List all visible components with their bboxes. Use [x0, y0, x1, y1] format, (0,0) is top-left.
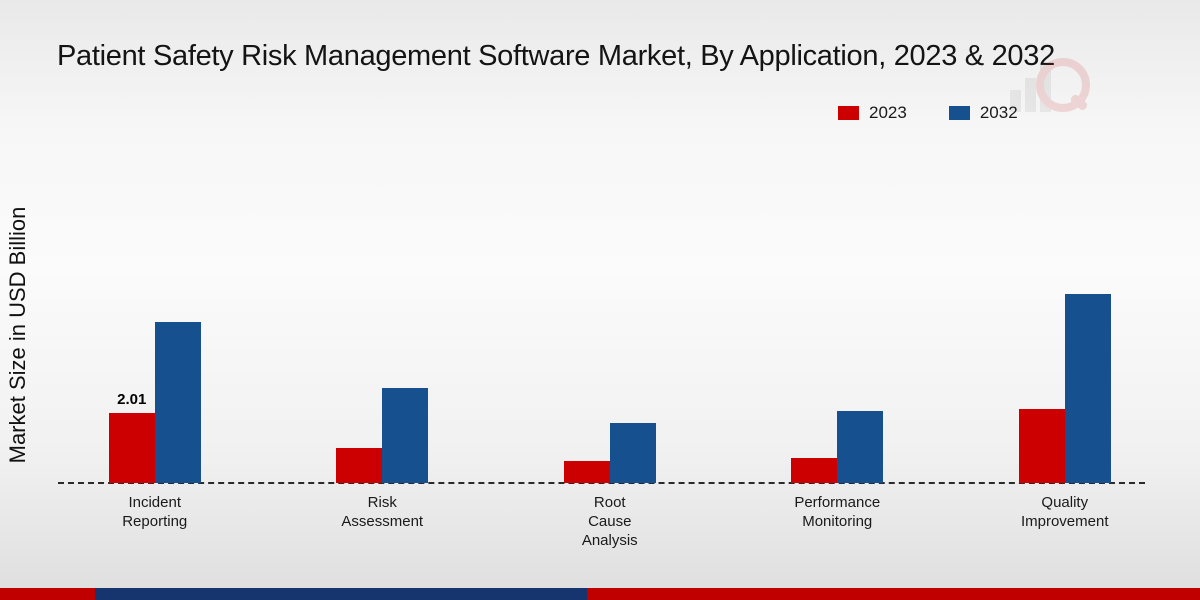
zero-baseline: [58, 482, 1145, 484]
bar-2032-performance-monitoring: [837, 411, 884, 483]
category-label-performance-monitoring: Performance Monitoring: [794, 494, 881, 530]
bar-2032-risk-assessment: [382, 388, 429, 483]
data-label: 2.01: [117, 391, 147, 408]
bar-2023-performance-monitoring: [791, 458, 838, 483]
bar-2032-quality-improvement: [1064, 294, 1111, 483]
watermark-bar-icon: [1025, 78, 1036, 112]
bar-2023-incident-reporting: [108, 413, 155, 483]
legend-swatch-2032: [948, 106, 970, 120]
watermark-magnifier-icon: [1036, 58, 1090, 112]
chart-title: Patient Safety Risk Management Software …: [57, 40, 1055, 72]
legend-item-2023: 2023: [838, 103, 907, 123]
legend-item-2032: 2032: [948, 103, 1018, 123]
legend-label-2032: 2032: [979, 103, 1018, 122]
category-label-incident-reporting: Incident Reporting: [122, 494, 188, 530]
watermark-logo: [1002, 52, 1092, 122]
bar-2023-quality-improvement: [1018, 409, 1065, 483]
legend-label-2023: 2023: [869, 103, 907, 122]
bar-2032-root-cause-analysis: [609, 423, 656, 483]
y-axis-label: Market Size in USD Billion: [5, 206, 30, 464]
bar-2023-risk-assessment: [336, 448, 383, 483]
legend: 2023 2032: [838, 103, 1018, 123]
category-label-quality-improvement: Quality Improvement: [1020, 494, 1109, 530]
category-label-risk-assessment: Risk Assessment: [341, 494, 424, 530]
category-label-root-cause-analysis: Root Cause Analysis: [581, 494, 638, 549]
bar-2032-incident-reporting: [154, 322, 201, 483]
watermark-bar-icon: [1010, 90, 1021, 112]
legend-swatch-2023: [838, 106, 859, 120]
footer-navy-strip: [95, 588, 587, 600]
bar-2023-root-cause-analysis: [563, 461, 610, 483]
